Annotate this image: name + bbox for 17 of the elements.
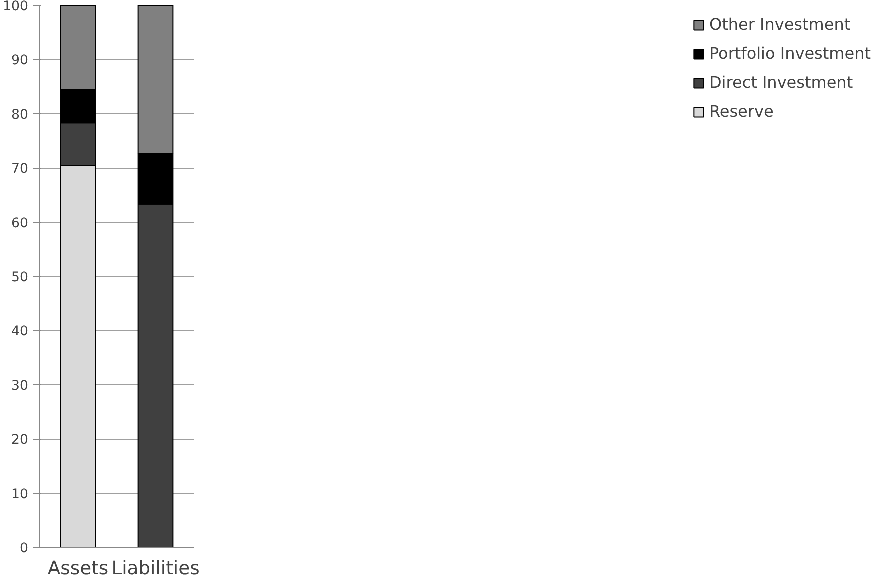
legend-label: Reserve: [709, 102, 774, 121]
y-tick-label: 10: [12, 487, 29, 502]
legend-label: Portfolio Investment: [709, 44, 871, 63]
y-tick-label: 90: [12, 54, 29, 69]
y-tick-label: 80: [12, 108, 29, 123]
y-tick-label: 60: [12, 216, 29, 232]
y-tick-label: 100: [3, 0, 29, 14]
legend-label: Other Investment: [709, 15, 851, 34]
y-tick-label: 50: [12, 270, 29, 286]
y-tick-label: 0: [20, 542, 29, 556]
y-tick-label: 30: [12, 378, 29, 394]
legend-label: Direct Investment: [709, 73, 854, 92]
y-tick-label: 70: [12, 162, 29, 178]
y-tick-label: 40: [12, 324, 29, 340]
x-tick-label: Liabilities: [112, 558, 200, 580]
y-tick-label: 20: [12, 433, 29, 448]
x-tick-label: Assets: [48, 558, 109, 580]
